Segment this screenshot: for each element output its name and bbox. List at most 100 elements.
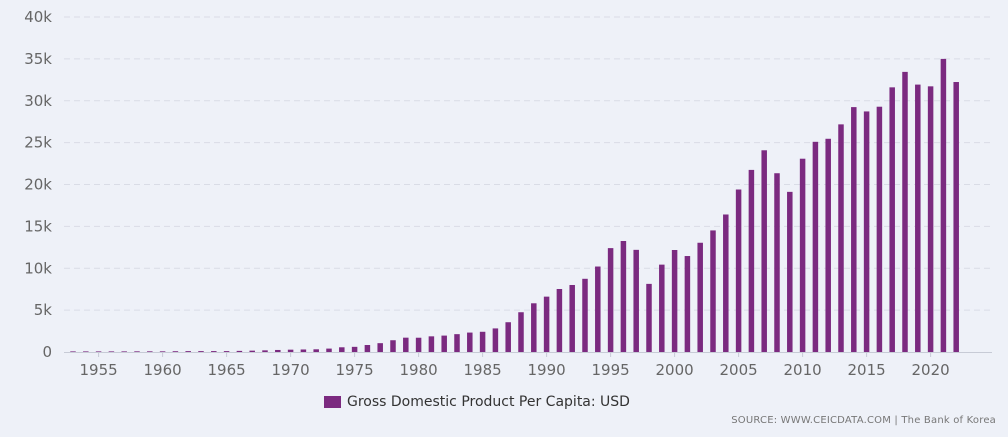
bar[interactable] <box>633 249 639 352</box>
bar[interactable] <box>364 345 371 352</box>
x-tick-label: 1995 <box>592 361 630 379</box>
bar[interactable] <box>185 351 191 352</box>
bar[interactable] <box>748 169 755 352</box>
y-tick-label: 15k <box>24 217 52 235</box>
x-tick-label: 1975 <box>336 361 374 379</box>
bar[interactable] <box>211 351 217 352</box>
bar[interactable] <box>262 350 268 352</box>
bar[interactable] <box>902 71 908 352</box>
bar[interactable] <box>518 312 524 352</box>
bar[interactable] <box>223 351 230 352</box>
bar[interactable] <box>915 84 921 352</box>
bar[interactable] <box>95 351 102 352</box>
bar[interactable] <box>275 349 281 352</box>
bar[interactable] <box>441 335 447 352</box>
source-note: SOURCE: WWW.CEICDATA.COM | The Bank of K… <box>731 415 996 426</box>
bar[interactable] <box>825 138 831 352</box>
y-tick-label: 35k <box>24 50 52 68</box>
bar[interactable] <box>761 150 767 352</box>
bar[interactable] <box>812 141 819 352</box>
bar[interactable] <box>428 336 435 352</box>
bar[interactable] <box>313 349 319 352</box>
bar[interactable] <box>108 351 115 352</box>
bar[interactable] <box>403 337 409 352</box>
x-tick-label: 2005 <box>720 361 758 379</box>
bar[interactable] <box>838 124 844 353</box>
bar[interactable] <box>134 351 140 352</box>
x-tick-label: 1980 <box>400 361 438 379</box>
bar[interactable] <box>735 189 742 352</box>
x-tick-label: 2020 <box>912 361 950 379</box>
bar[interactable] <box>121 351 127 352</box>
bar[interactable] <box>927 86 934 353</box>
bar[interactable] <box>556 288 563 352</box>
bar[interactable] <box>607 248 614 352</box>
bar[interactable] <box>787 191 793 352</box>
bar[interactable] <box>697 242 703 352</box>
bar[interactable] <box>326 348 332 352</box>
bar[interactable] <box>198 351 204 352</box>
bar[interactable] <box>863 111 870 353</box>
bar[interactable] <box>889 87 895 353</box>
x-tick-label: 1985 <box>464 361 502 379</box>
bar[interactable] <box>684 256 691 352</box>
bar[interactable] <box>287 349 294 352</box>
legend[interactable]: Gross Domestic Product Per Capita: USD <box>324 394 630 410</box>
bar[interactable] <box>582 278 588 352</box>
x-tick-label: 1990 <box>528 361 566 379</box>
bar[interactable] <box>454 334 460 352</box>
y-tick-label: 10k <box>24 259 52 277</box>
bar[interactable] <box>774 173 780 352</box>
bar[interactable] <box>236 350 243 352</box>
bar[interactable] <box>83 351 89 352</box>
bar[interactable] <box>351 346 358 352</box>
x-tick-label: 2010 <box>784 361 822 379</box>
bar[interactable] <box>390 340 396 352</box>
x-tick-label: 1955 <box>80 361 118 379</box>
legend-swatch <box>324 396 341 408</box>
bar[interactable] <box>479 331 486 352</box>
bar[interactable] <box>300 349 307 352</box>
bar[interactable] <box>851 107 857 352</box>
bar[interactable] <box>799 158 806 352</box>
bar[interactable] <box>70 351 76 352</box>
bar[interactable] <box>710 230 716 352</box>
bar[interactable] <box>620 240 627 352</box>
bar[interactable] <box>172 351 179 352</box>
bar[interactable] <box>953 82 959 352</box>
bar[interactable] <box>569 284 575 352</box>
bar[interactable] <box>940 58 947 352</box>
bar[interactable] <box>659 264 665 352</box>
bar[interactable] <box>671 250 678 352</box>
bars <box>70 58 959 353</box>
bar[interactable] <box>415 337 422 352</box>
x-axis: 1955 1960 1965 1970 1975 1980 1985 1990 1995 2000… <box>80 352 950 379</box>
grid-lines <box>64 16 992 353</box>
bar[interactable] <box>595 266 601 352</box>
bar[interactable] <box>646 283 652 352</box>
y-tick-label: 30k <box>24 92 52 110</box>
bar[interactable] <box>492 328 499 352</box>
x-tick-label: 1965 <box>208 361 246 379</box>
x-tick-label: 2000 <box>656 361 694 379</box>
y-tick-label: 25k <box>24 134 52 152</box>
bar[interactable] <box>723 214 729 352</box>
y-tick-label: 5k <box>34 301 53 319</box>
x-tick-label: 2015 <box>848 361 886 379</box>
y-axis: 0 5k 10k 15k 20k 25k 30k 35k 40k <box>24 8 52 361</box>
bar[interactable] <box>505 322 511 352</box>
y-tick-label: 20k <box>24 176 52 194</box>
bar[interactable] <box>159 351 166 352</box>
bar[interactable] <box>876 106 883 352</box>
y-tick-label: 40k <box>24 8 52 26</box>
bar[interactable] <box>531 303 537 352</box>
x-tick-label: 1960 <box>144 361 182 379</box>
y-tick-label: 0 <box>42 343 52 361</box>
bar[interactable] <box>377 343 383 352</box>
x-tick-label: 1970 <box>272 361 310 379</box>
bar[interactable] <box>147 351 153 352</box>
bar[interactable] <box>467 332 473 352</box>
bar[interactable] <box>543 296 550 352</box>
bar[interactable] <box>339 347 345 352</box>
bar[interactable] <box>249 350 255 352</box>
